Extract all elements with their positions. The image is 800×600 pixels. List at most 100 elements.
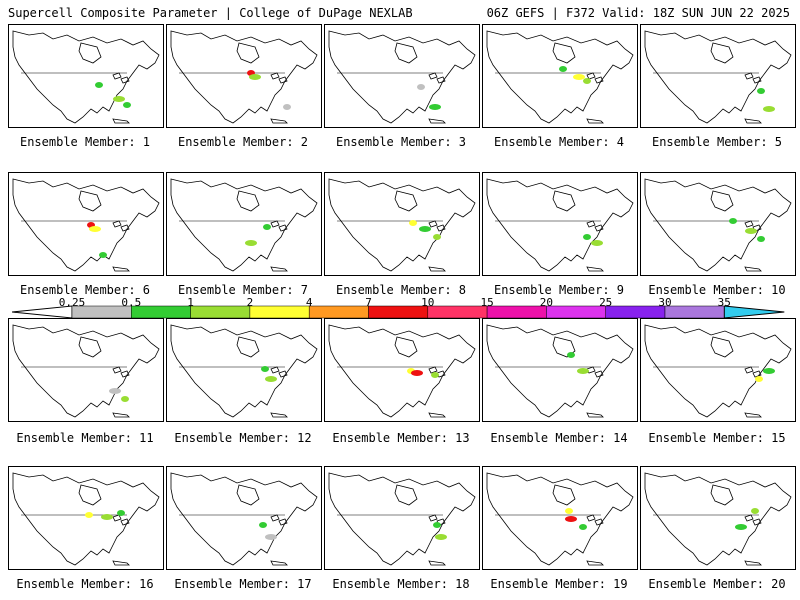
ensemble-member-map-8 bbox=[324, 172, 480, 276]
north-america-map bbox=[12, 30, 160, 124]
ensemble-member-map-10 bbox=[640, 172, 796, 276]
hudson-bay bbox=[78, 42, 102, 64]
caribbean-islands bbox=[744, 412, 762, 418]
caribbean-islands bbox=[586, 118, 604, 124]
north-america-map bbox=[170, 178, 318, 272]
ensemble-member-map-1 bbox=[8, 24, 164, 128]
coastline bbox=[486, 472, 634, 566]
great-lakes bbox=[270, 72, 288, 84]
scp-contour-area bbox=[265, 534, 277, 540]
hudson-bay bbox=[394, 190, 418, 212]
scp-contour-area bbox=[729, 218, 737, 224]
ensemble-member-label: Ensemble Member: 3 bbox=[335, 135, 467, 149]
colorbar-tick-label: 1 bbox=[187, 296, 194, 309]
north-america-map bbox=[486, 30, 634, 124]
ensemble-member-label: Ensemble Member: 13 bbox=[332, 431, 470, 445]
ensemble-member-label: Ensemble Member: 7 bbox=[177, 283, 309, 297]
colorbar-tick-label: 2 bbox=[246, 296, 254, 309]
colorbar-segment bbox=[190, 305, 251, 319]
scp-contour-area bbox=[95, 82, 103, 88]
scp-contour-area bbox=[565, 516, 577, 522]
scp-contour-area bbox=[577, 368, 589, 374]
scp-contour-area bbox=[579, 524, 587, 530]
ensemble-member-map-5 bbox=[640, 24, 796, 128]
scp-contour-area bbox=[265, 376, 277, 382]
scp-contour-area bbox=[89, 226, 101, 232]
north-america-map bbox=[170, 324, 318, 418]
page-title: Supercell Composite Parameter | College … bbox=[8, 6, 413, 20]
hudson-bay bbox=[394, 336, 418, 358]
hudson-bay bbox=[552, 42, 576, 64]
hudson-bay bbox=[236, 484, 260, 506]
colorbar-tick-label: 35 bbox=[717, 296, 731, 309]
coastline bbox=[328, 324, 476, 418]
ensemble-member-label: Ensemble Member: 2 bbox=[177, 135, 309, 149]
ensemble-member-label: Ensemble Member: 12 bbox=[174, 431, 312, 445]
great-lakes bbox=[270, 366, 288, 378]
colorbar-tick-label: 0.5 bbox=[121, 296, 142, 309]
great-lakes bbox=[586, 220, 604, 232]
coastline bbox=[486, 178, 634, 272]
scp-contour-area bbox=[435, 534, 447, 540]
colorbar-tick-label: 20 bbox=[539, 296, 554, 309]
great-lakes bbox=[112, 366, 130, 378]
ensemble-member-label: Ensemble Member: 5 bbox=[651, 135, 783, 149]
scp-contour-area bbox=[113, 96, 125, 102]
great-lakes bbox=[270, 514, 288, 526]
scp-contour-area bbox=[261, 366, 269, 372]
ensemble-member-label: Ensemble Member: 8 bbox=[335, 283, 467, 297]
caribbean-islands bbox=[586, 266, 604, 272]
great-lakes bbox=[586, 514, 604, 526]
colorbar-tick-label: 10 bbox=[421, 296, 435, 309]
north-america-map bbox=[328, 472, 476, 566]
great-lakes bbox=[586, 366, 604, 378]
hudson-bay bbox=[236, 190, 260, 212]
colorbar-over-arrow bbox=[723, 305, 785, 319]
hudson-bay bbox=[78, 484, 102, 506]
scp-contour-area bbox=[735, 524, 747, 530]
colorbar-tick-label: 15 bbox=[480, 296, 494, 309]
scp-contour-area bbox=[117, 510, 125, 516]
coastline bbox=[12, 30, 160, 124]
ensemble-member-map-9 bbox=[482, 172, 638, 276]
ensemble-member-map-14 bbox=[482, 318, 638, 422]
colorbar-tick-label: 4 bbox=[305, 296, 313, 309]
scp-contour-area bbox=[283, 104, 291, 110]
scp-contour-area bbox=[591, 240, 603, 246]
scp-contour-area bbox=[755, 376, 763, 382]
caribbean-islands bbox=[744, 266, 762, 272]
great-lakes bbox=[744, 514, 762, 526]
hudson-bay bbox=[710, 484, 734, 506]
scp-contour-area bbox=[123, 102, 131, 108]
scp-contour-area bbox=[583, 78, 591, 84]
hudson-bay bbox=[78, 336, 102, 358]
great-lakes bbox=[428, 220, 446, 232]
ensemble-member-label: Ensemble Member: 17 bbox=[174, 577, 312, 591]
caribbean-islands bbox=[270, 412, 288, 418]
caribbean-islands bbox=[112, 266, 130, 272]
ensemble-member-map-13 bbox=[324, 318, 480, 422]
great-lakes bbox=[270, 220, 288, 232]
ensemble-member-map-16 bbox=[8, 466, 164, 570]
hudson-bay bbox=[394, 42, 418, 64]
scp-contour-area bbox=[85, 512, 93, 518]
caribbean-islands bbox=[744, 118, 762, 124]
coastline bbox=[486, 324, 634, 418]
ensemble-member-map-12 bbox=[166, 318, 322, 422]
scp-contour-area bbox=[101, 514, 113, 520]
ensemble-member-label: Ensemble Member: 20 bbox=[648, 577, 786, 591]
great-lakes bbox=[428, 72, 446, 84]
scp-contour-area bbox=[259, 522, 267, 528]
ensemble-member-label: Ensemble Member: 9 bbox=[493, 283, 625, 297]
hudson-bay bbox=[236, 42, 260, 64]
coastline bbox=[12, 324, 160, 418]
ensemble-member-map-6 bbox=[8, 172, 164, 276]
hudson-bay bbox=[394, 484, 418, 506]
great-lakes bbox=[112, 514, 130, 526]
north-america-map bbox=[644, 324, 792, 418]
colorbar-segment bbox=[368, 305, 429, 319]
colorbar-segment bbox=[486, 305, 547, 319]
caribbean-islands bbox=[428, 412, 446, 418]
scp-contour-area bbox=[745, 228, 757, 234]
caribbean-islands bbox=[112, 412, 130, 418]
